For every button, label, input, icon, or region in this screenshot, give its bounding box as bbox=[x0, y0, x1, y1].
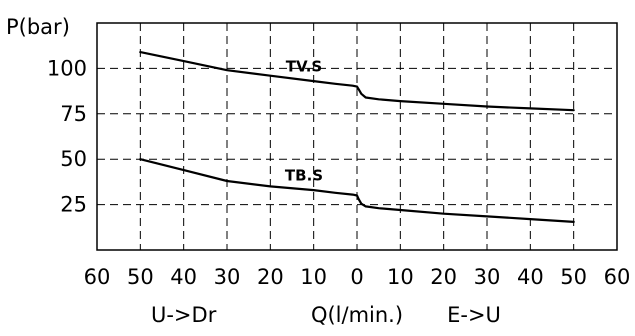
grid-lines bbox=[97, 23, 617, 250]
x-tick-label: 40 bbox=[170, 265, 197, 289]
series-label: TB.S bbox=[285, 167, 323, 185]
x-tick-label: 10 bbox=[387, 265, 414, 289]
plot-frame bbox=[96, 22, 618, 251]
x-tick-label: 40 bbox=[517, 265, 544, 289]
y-tick-label: 50 bbox=[60, 147, 87, 171]
y-tick-label: 75 bbox=[60, 102, 87, 126]
x-tick-label: 10 bbox=[300, 265, 327, 289]
series-lines bbox=[139, 50, 575, 223]
x-direction-label-left: U->Dr bbox=[151, 303, 217, 327]
series-label: TV.S bbox=[286, 58, 322, 76]
x-tick-label: 20 bbox=[257, 265, 284, 289]
series-line-tb-s bbox=[139, 158, 575, 223]
series-line-tv-s bbox=[139, 50, 575, 112]
x-tick-label: 30 bbox=[474, 265, 501, 289]
series-labels: TV.S TB.S bbox=[285, 58, 323, 185]
x-tick-label: 0 bbox=[350, 265, 363, 289]
x-tick-label: 60 bbox=[604, 265, 631, 289]
x-tick-label: 30 bbox=[214, 265, 241, 289]
y-axis-title: P(bar) bbox=[6, 15, 70, 39]
x-tick-labels: 60 50 40 30 20 10 0 10 20 30 40 50 60 bbox=[84, 265, 631, 289]
y-tick-labels: 25 50 75 100 bbox=[47, 56, 87, 216]
x-axis-title: Q(l/min.) bbox=[311, 303, 403, 327]
x-direction-label-right: E->U bbox=[447, 303, 501, 327]
x-tick-label: 20 bbox=[430, 265, 457, 289]
x-tick-label: 50 bbox=[127, 265, 154, 289]
x-tick-label: 50 bbox=[560, 265, 587, 289]
y-tick-label: 25 bbox=[60, 193, 87, 217]
y-tick-label: 100 bbox=[47, 56, 87, 80]
x-tick-label: 60 bbox=[84, 265, 111, 289]
